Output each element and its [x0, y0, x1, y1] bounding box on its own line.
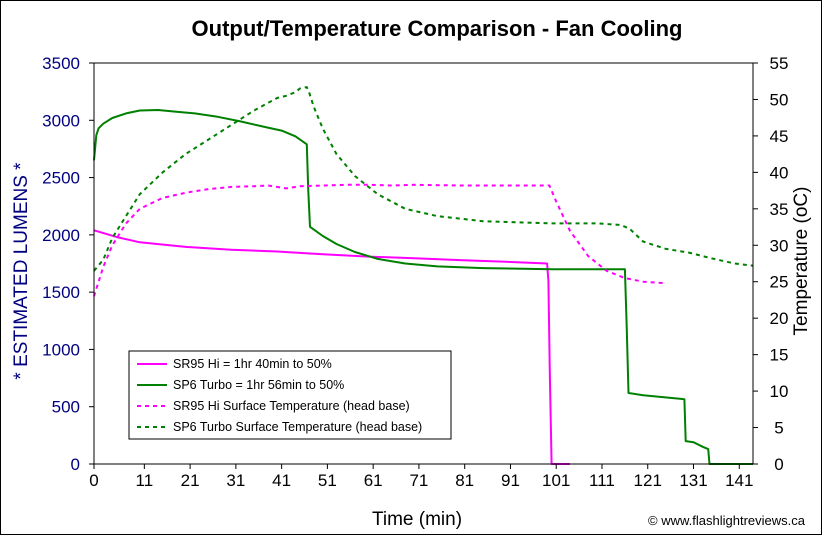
- y-right-tick-label: 55: [770, 54, 789, 73]
- y-right-tick-label: 45: [770, 127, 789, 146]
- legend: SR95 Hi = 1hr 40min to 50% SP6 Turbo = 1h…: [128, 350, 452, 440]
- x-tick-label: 21: [181, 471, 200, 490]
- x-tick-label: 71: [409, 471, 428, 490]
- y-left-tick-label: 3000: [42, 111, 80, 130]
- plot-area-border: [93, 62, 754, 465]
- x-tick-label: 11: [136, 471, 154, 490]
- y-left-tick-label: 2000: [42, 226, 80, 245]
- y-left-tick-label: 3500: [42, 54, 80, 73]
- y-right-tick-label: 25: [770, 273, 789, 292]
- y-right-tick-label: 15: [770, 346, 789, 365]
- y-left-tick-label: 0: [71, 455, 80, 474]
- legend-label-2: SP6 Turbo = 1hr 56min to 50%: [173, 378, 344, 392]
- plot-layer: [93, 86, 754, 465]
- y-right-tick-label: 0: [774, 455, 783, 474]
- y-right-tick-label: 50: [770, 90, 789, 109]
- y-axis-right-label: Temperature (oC): [791, 187, 812, 336]
- y-right-tick-label: 20: [770, 309, 789, 328]
- y-left-tick-label: 500: [52, 398, 80, 417]
- y-right-tick-label: 30: [770, 236, 789, 255]
- x-tick-label: 61: [364, 471, 383, 490]
- x-tick-label: 131: [679, 471, 707, 490]
- chart-title: Output/Temperature Comparison - Fan Cool…: [192, 16, 683, 41]
- y-left-tick-label: 2500: [42, 169, 80, 188]
- legend-label-3: SR95 Hi Surface Temperature (head base): [173, 399, 410, 413]
- y-left-tick-label: 1500: [42, 283, 80, 302]
- legend-label-4: SP6 Turbo Surface Temperature (head base…: [173, 420, 422, 434]
- series-line-4: [93, 86, 754, 272]
- legend-label-1: SR95 Hi = 1hr 40min to 50%: [173, 357, 332, 371]
- x-tick-label: 91: [501, 471, 520, 490]
- series-line-2: [93, 109, 753, 465]
- x-tick-label: 141: [725, 471, 753, 490]
- x-tick-label: 51: [318, 471, 337, 490]
- x-tick-label: 0: [89, 471, 98, 490]
- axes-layer: 0 11 21 31 41 51 61 71 81 91 101 111 121 131 141050010…: [42, 54, 788, 490]
- x-tick-label: 101: [542, 471, 570, 490]
- y-right-tick-label: 35: [770, 200, 789, 219]
- series-line-3: [93, 183, 667, 297]
- y-right-tick-label: 10: [770, 382, 789, 401]
- copyright-credit: © www.flashlightreviews.ca: [648, 513, 806, 528]
- series-line-1: [93, 229, 570, 465]
- y-right-tick-label: 5: [774, 419, 783, 438]
- y-left-tick-label: 1000: [42, 340, 80, 359]
- y-right-tick-label: 40: [770, 163, 789, 182]
- legend-box: [128, 350, 452, 440]
- x-axis-label: Time (min): [372, 509, 462, 530]
- x-tick-label: 111: [589, 471, 615, 490]
- x-tick-label: 31: [226, 471, 245, 490]
- x-tick-label: 81: [455, 471, 474, 490]
- x-tick-label: 121: [634, 471, 662, 490]
- y-axis-left-label: * ESTIMATED LUMENS *: [11, 162, 32, 380]
- x-tick-label: 41: [272, 471, 291, 490]
